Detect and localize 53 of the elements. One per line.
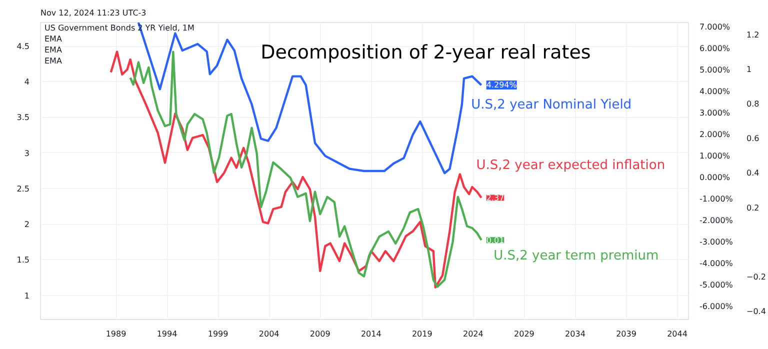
legend-label: U.S,2 year term premium [494, 248, 659, 264]
y2-tick-label: 3.000% [700, 108, 730, 118]
y2-tick-label: 5.000% [700, 65, 730, 74]
data-label: 4.294% [486, 80, 518, 90]
y2-tick-label: -5.000% [700, 280, 734, 290]
y3-tick-label: 0.8 [746, 100, 760, 109]
y2-tick-label: 6.000% [700, 44, 730, 53]
y2-tick-label: 4.000% [700, 86, 730, 96]
y-tick-label: 3.5 [16, 113, 30, 122]
y3-tick-label: −0.2 [746, 272, 766, 282]
y3-tick-label: 0.6 [746, 134, 760, 144]
x-tick-label: 2024 [463, 330, 484, 338]
x-tick-label: 2034 [565, 330, 586, 338]
x-tick-label: 1999 [208, 330, 228, 338]
y2-tick-label: 2.000% [700, 130, 730, 139]
data-label: 0.01 [486, 236, 504, 246]
y-tick-label: 2 [24, 220, 30, 230]
data-label: 2.37 [486, 194, 504, 203]
y2-tick-label: -2.000% [700, 216, 734, 225]
y3-tick-label: 1.2 [746, 30, 760, 40]
y2-tick-label: 1.000% [700, 151, 730, 160]
x-tick-label: 2039 [616, 330, 636, 338]
x-tick-label: 2009 [310, 330, 330, 338]
annotation: EMA [44, 46, 62, 54]
x-tick-label: 2019 [412, 330, 432, 338]
y2-tick-label: 7.000% [700, 22, 730, 32]
y-tick-label: 1 [24, 291, 30, 300]
legend-label: U.S,2 year Nominal Yield [471, 98, 632, 113]
annotation: EMA [44, 56, 62, 66]
x-tick-label: 1994 [156, 330, 178, 338]
x-tick-label: 1989 [106, 330, 126, 338]
annotation: EMA [44, 34, 62, 44]
y2-tick-label: 0.000% [700, 172, 730, 182]
series-label: U.S,2 year expected inflation [476, 158, 666, 174]
y3-tick-label: −0.4 [746, 306, 766, 316]
y-tick-label: 2.5 [16, 184, 30, 194]
y2-tick-label: -6.000% [700, 302, 734, 312]
y2-tick-label: -4.000% [700, 259, 734, 268]
y3-tick-label: 0.4 [746, 168, 760, 178]
x-tick-label: 2004 [258, 330, 280, 338]
y-tick-label: 3 [24, 148, 30, 158]
y-tick-label: 1.5 [16, 256, 30, 265]
y-tick-label: 4 [24, 78, 30, 87]
text: Decomposition of 2-year real rates [260, 42, 591, 64]
x-tick-label: 2044 [667, 330, 688, 338]
y-tick-label: 4.5 [16, 42, 30, 52]
y2-tick-label: -1.000% [700, 194, 734, 204]
text: Nov 12, 2024 11:23 UTC-3 [40, 8, 146, 18]
y3-tick-label: 0.2 [746, 203, 760, 212]
y3-tick-label: 1 [746, 65, 752, 74]
x-tick-label: 2029 [514, 330, 534, 338]
x-tick-label: 2014 [360, 330, 382, 338]
y2-tick-label: -3.000% [700, 238, 734, 247]
